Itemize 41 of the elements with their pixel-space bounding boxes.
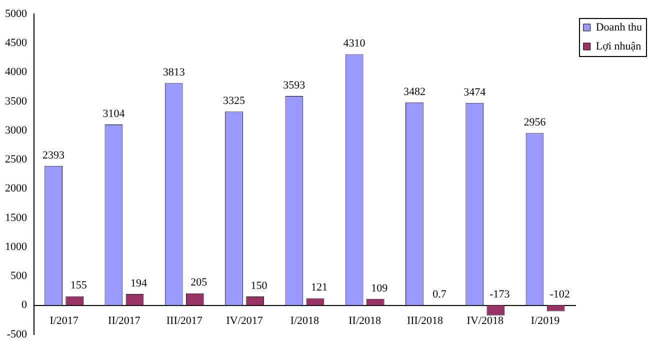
y-tick-label: 2500 xyxy=(5,154,28,166)
y-tick-label: 5000 xyxy=(5,8,28,20)
x-tick-label: III/2018 xyxy=(406,314,444,327)
data-label: 150 xyxy=(250,280,268,292)
data-label: 2956 xyxy=(524,116,546,128)
data-label: 155 xyxy=(70,280,88,292)
x-tick-label: I/2019 xyxy=(530,314,560,327)
y-tick-label: -500 xyxy=(6,328,28,340)
x-tick-label: IV/2018 xyxy=(466,314,504,327)
y-tick-label: 1500 xyxy=(5,212,28,224)
data-label: -173 xyxy=(490,288,510,301)
data-label: 4310 xyxy=(343,38,366,50)
legend-label: Lợi nhuận xyxy=(596,40,642,52)
data-label: 121 xyxy=(310,282,328,294)
data-label: 194 xyxy=(130,277,148,290)
data-label: 3474 xyxy=(464,86,486,98)
x-tick-label: III/2017 xyxy=(166,314,203,327)
data-label: 109 xyxy=(371,282,388,294)
y-tick-label: 2000 xyxy=(5,182,28,195)
x-tick-label: I/2017 xyxy=(50,314,79,327)
x-tick-label: IV/2017 xyxy=(226,314,264,327)
y-tick-label: 3500 xyxy=(5,95,28,108)
y-tick-label: 1000 xyxy=(5,240,28,253)
legend-label: Doanh thu xyxy=(596,21,642,34)
y-tick-label: 500 xyxy=(10,270,28,282)
y-tick-label: 4000 xyxy=(5,66,28,78)
data-label: 3325 xyxy=(223,94,246,107)
data-label: 3482 xyxy=(403,86,426,98)
data-label: 3104 xyxy=(102,108,126,120)
y-tick-label: 3000 xyxy=(5,124,28,136)
data-label: -102 xyxy=(550,288,570,301)
data-label: 0.7 xyxy=(432,288,447,301)
x-tick-label: II/2017 xyxy=(108,314,141,327)
data-label: 205 xyxy=(190,276,208,289)
data-label: 2393 xyxy=(42,149,66,162)
x-tick-label: II/2018 xyxy=(348,314,382,327)
y-tick-label: 0 xyxy=(22,299,28,312)
y-tick-label: 4500 xyxy=(5,37,28,50)
data-label: 3593 xyxy=(283,79,306,92)
x-tick-label: I/2018 xyxy=(290,314,320,327)
data-label: 3813 xyxy=(162,66,186,79)
